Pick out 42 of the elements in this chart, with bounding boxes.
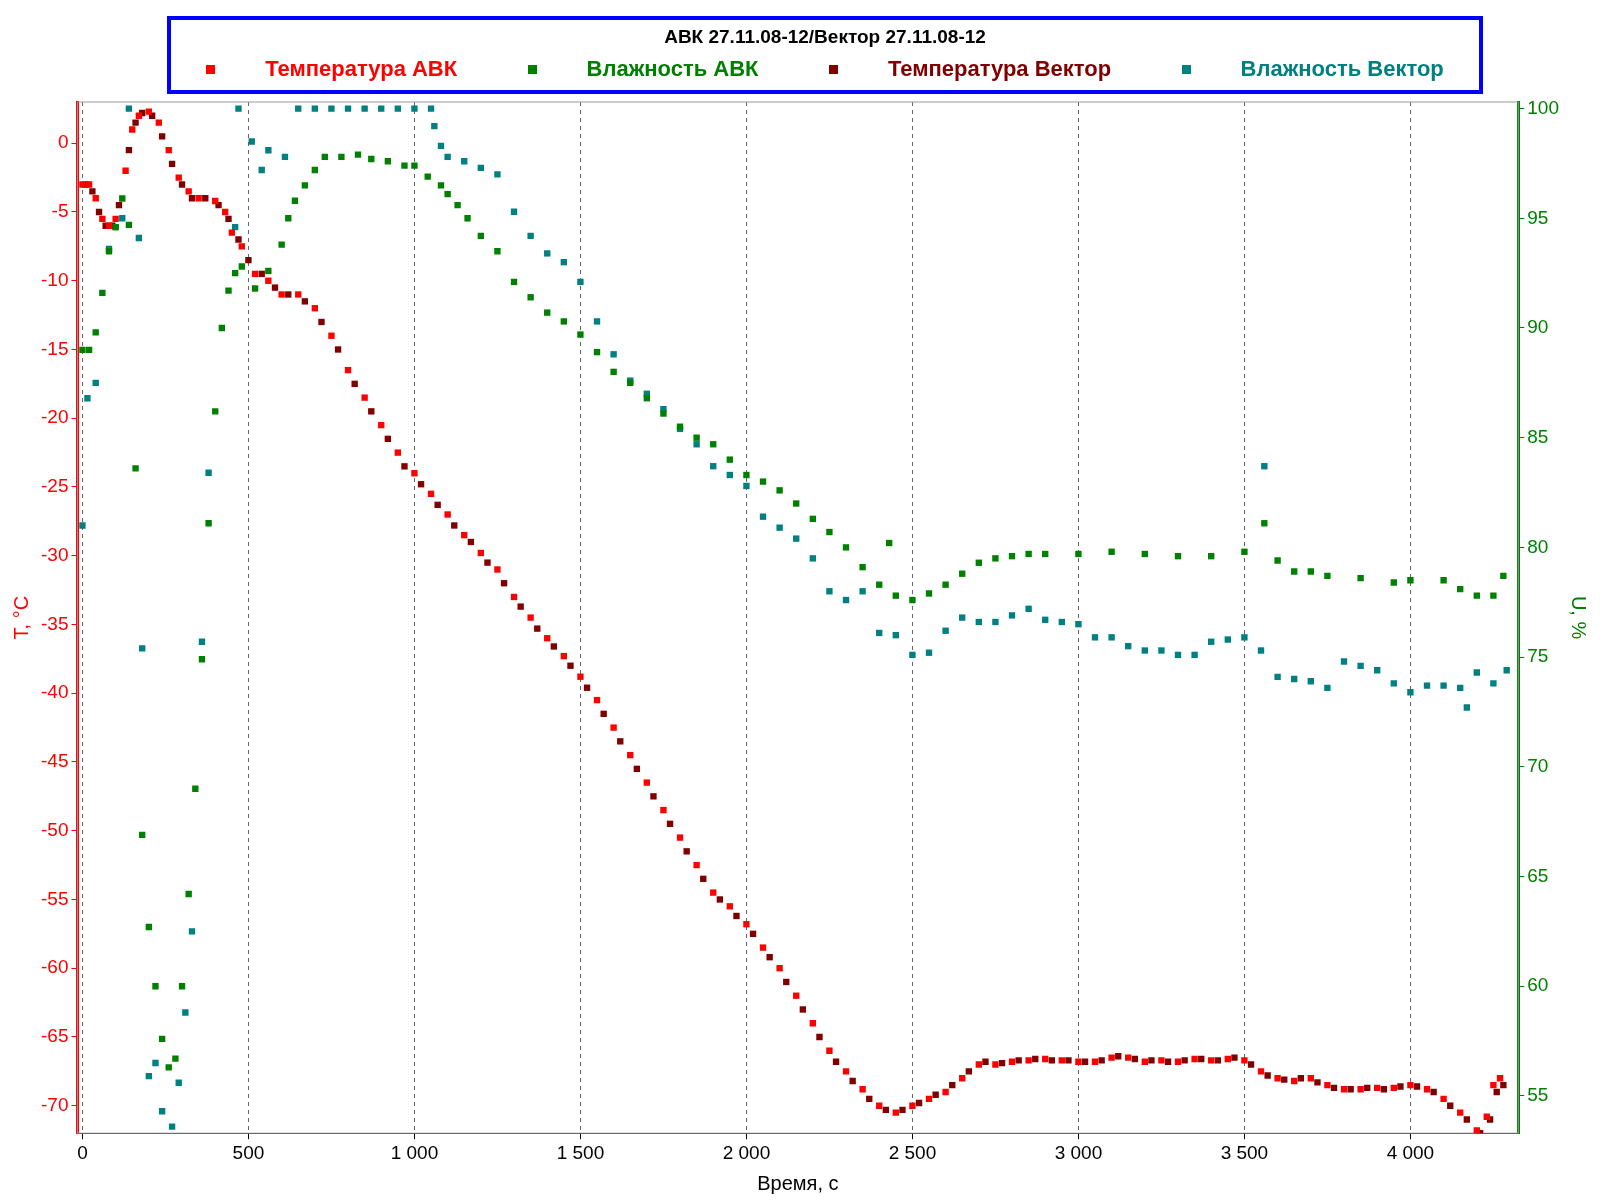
y-tick-label: -20 [40, 406, 69, 428]
y-tick-label: -15 [40, 337, 69, 359]
x-axis-title: Время, с [757, 1171, 839, 1194]
y-tick-label: -10 [40, 268, 69, 290]
legend-label: Влажность Вектор [1240, 56, 1444, 82]
y-tick-label: -65 [40, 1025, 69, 1047]
y2-tick-label: 95 [1527, 206, 1549, 228]
y2-tick-label: 100 [1527, 96, 1559, 118]
y2-tick-label: 85 [1527, 425, 1549, 447]
legend-label: Температура АВК [265, 56, 458, 82]
legend-label: Температура Вектор [887, 56, 1112, 82]
y-tick-label: -45 [40, 750, 69, 772]
y-tick-label: -5 [51, 200, 69, 222]
y-tick-label: -70 [40, 1093, 69, 1115]
x-tick-label: 3 500 [1220, 1141, 1269, 1163]
y-tick-label: -40 [40, 681, 69, 703]
y2-tick-label: 75 [1527, 645, 1549, 667]
x-tick-label: 1 000 [390, 1141, 439, 1163]
y-tick-label: -50 [40, 818, 69, 840]
y2-tick-label: 90 [1527, 316, 1549, 338]
x-tick-label: 2 500 [888, 1141, 937, 1163]
x-tick-label: 500 [232, 1141, 265, 1163]
y2-tick-label: 65 [1527, 864, 1549, 886]
x-tick-label: 3 000 [1054, 1141, 1103, 1163]
legend-title: АВК 27.11.08-12/Вектор 27.11.08-12 [663, 26, 987, 48]
x-tick-label: 2 000 [722, 1141, 771, 1163]
y-tick-label: -60 [40, 956, 69, 978]
y2-tick-label: 55 [1527, 1084, 1549, 1106]
legend-label: Влажность АВК [586, 56, 759, 82]
y2-tick-label: 70 [1527, 755, 1549, 777]
y-tick-label: -55 [40, 887, 69, 909]
x-tick-label: 1 500 [556, 1141, 605, 1163]
y-axis-title: T, °C [9, 595, 32, 640]
y2-tick-label: 60 [1527, 974, 1549, 996]
y-tick-label: 0 [57, 131, 69, 153]
y-tick-label: -25 [40, 475, 69, 497]
y-tick-label: -35 [40, 612, 69, 634]
x-tick-label: 4 000 [1386, 1141, 1435, 1163]
y-tick-label: -30 [40, 543, 69, 565]
x-tick-label: 0 [77, 1141, 88, 1163]
y2-axis-title: U, % [1568, 595, 1591, 640]
y2-tick-label: 80 [1527, 535, 1549, 557]
